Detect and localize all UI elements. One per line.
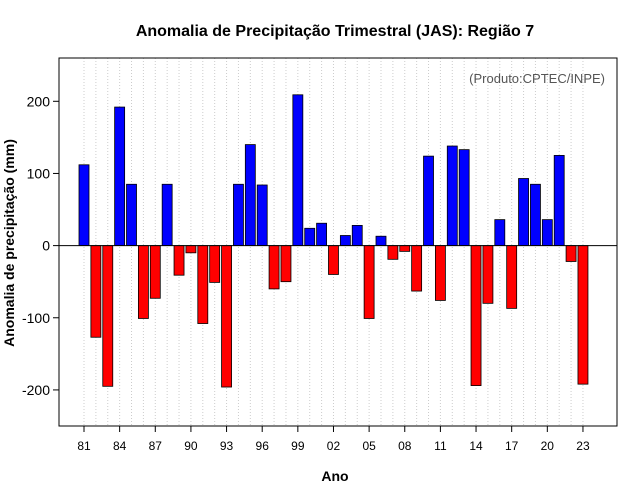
x-tick-label: 96 bbox=[256, 439, 270, 453]
x-axis: 81 84 87 90 93 96 99 02 05 08 11 14 17 20 23 bbox=[77, 426, 590, 453]
bar-1985 bbox=[126, 183, 137, 247]
bar-2012 bbox=[446, 145, 458, 247]
bar-1991 bbox=[197, 245, 209, 324]
y-axis-label: Anomalia de precipitação (mm) bbox=[1, 139, 17, 347]
bar-1992 bbox=[209, 245, 221, 283]
x-tick-label: 11 bbox=[434, 439, 447, 453]
bar-2023 bbox=[577, 245, 589, 385]
bar-1998 bbox=[280, 245, 292, 283]
bar-2005 bbox=[363, 245, 375, 319]
bar-2014 bbox=[470, 245, 482, 386]
x-tick-label: 99 bbox=[291, 439, 305, 453]
x-tick-label: 93 bbox=[220, 439, 234, 453]
bars bbox=[78, 94, 589, 388]
bar-1988 bbox=[161, 183, 173, 247]
bar-2019 bbox=[530, 183, 541, 247]
y-tick-label: 100 bbox=[27, 165, 51, 181]
bar-2016 bbox=[494, 219, 506, 247]
bar-1981 bbox=[78, 164, 90, 247]
bar-2015 bbox=[482, 245, 494, 304]
bar-1987 bbox=[149, 245, 161, 299]
bar-1982 bbox=[90, 245, 102, 338]
x-tick-label: 17 bbox=[505, 439, 519, 453]
bar-2022 bbox=[565, 245, 577, 262]
x-tick-label: 05 bbox=[362, 439, 376, 453]
bar-2006 bbox=[375, 235, 387, 247]
x-tick-label: 20 bbox=[541, 439, 555, 453]
bar-2003 bbox=[339, 235, 351, 247]
y-tick-label: 200 bbox=[27, 93, 51, 109]
x-tick-label: 87 bbox=[149, 439, 163, 453]
x-tick-label: 81 bbox=[77, 439, 91, 453]
y-tick-label: -100 bbox=[22, 310, 50, 326]
bar-2017 bbox=[506, 245, 518, 309]
bar-2007 bbox=[387, 245, 399, 260]
bar-1986 bbox=[137, 245, 149, 319]
bar-2001 bbox=[316, 222, 328, 247]
bar-1984 bbox=[114, 106, 126, 247]
bar-2002 bbox=[328, 245, 339, 275]
x-tick-label: 14 bbox=[469, 439, 483, 453]
y-axis: -200 -100 0 100 200 bbox=[22, 93, 59, 398]
grid bbox=[83, 58, 584, 426]
y-tick-label: 0 bbox=[42, 238, 50, 254]
y-tick-label: -200 bbox=[22, 382, 50, 398]
bar-2013 bbox=[458, 149, 470, 247]
bar-2000 bbox=[304, 227, 316, 247]
bar-2008 bbox=[399, 245, 411, 252]
bar-2009 bbox=[411, 245, 423, 292]
bar-2004 bbox=[351, 225, 363, 247]
bar-2020 bbox=[541, 219, 553, 247]
bar-1995 bbox=[244, 144, 256, 247]
bar-1996 bbox=[256, 184, 268, 247]
x-axis-label: Ano bbox=[321, 468, 348, 484]
bar-2011 bbox=[434, 245, 446, 301]
x-tick-label: 84 bbox=[113, 439, 127, 453]
product-annotation: (Produto:CPTEC/INPE) bbox=[469, 71, 605, 86]
x-tick-label: 90 bbox=[184, 439, 198, 453]
bar-2010 bbox=[423, 155, 434, 247]
x-tick-label: 02 bbox=[327, 439, 341, 453]
bar-1994 bbox=[233, 183, 244, 247]
bar-1993 bbox=[221, 245, 232, 388]
x-tick-label: 23 bbox=[576, 439, 590, 453]
bar-1997 bbox=[268, 245, 280, 290]
bar-1983 bbox=[102, 245, 114, 387]
plot-frame bbox=[58, 57, 618, 427]
bar-1990 bbox=[185, 245, 197, 254]
bar-2018 bbox=[518, 178, 529, 247]
chart-title: Anomalia de Precipitação Trimestral (JAS… bbox=[136, 23, 534, 40]
bar-1999 bbox=[292, 94, 304, 247]
bar-1989 bbox=[173, 245, 185, 276]
bar-2021 bbox=[553, 155, 565, 247]
x-tick-label: 08 bbox=[398, 439, 412, 453]
